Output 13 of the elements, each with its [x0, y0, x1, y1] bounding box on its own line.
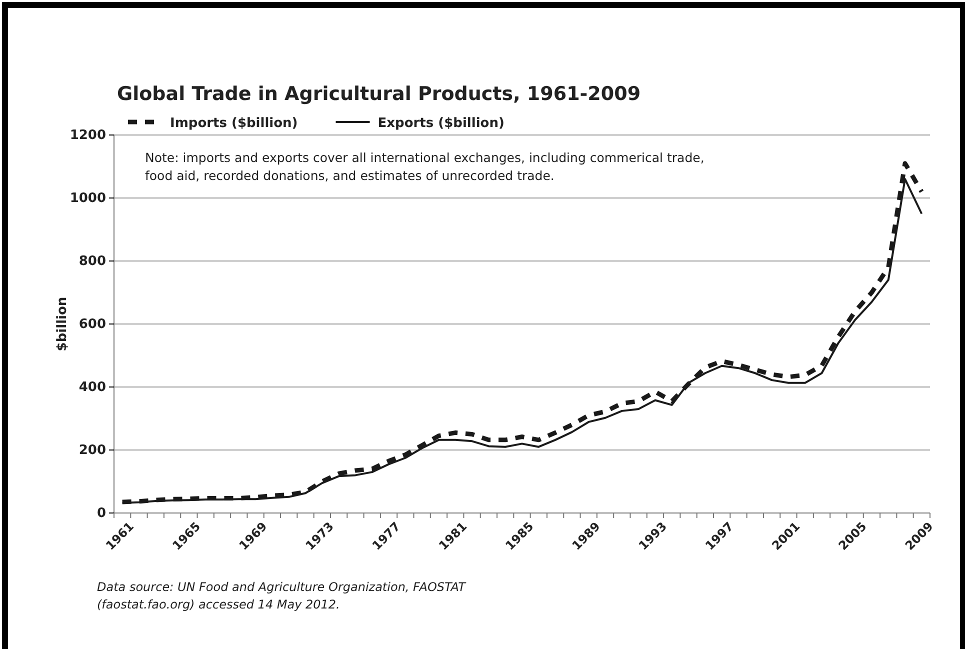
y-tick-label: 400: [78, 380, 106, 396]
y-tick-label: 0: [96, 506, 106, 522]
legend-label: Exports ($billion): [378, 116, 504, 131]
y-tick-label: 800: [78, 254, 106, 270]
annotation: Note: imports and exports cover all international exchanges, including commerical trade, food aid, recorded donations, and estimates of unrecorded trade.: [145, 150, 704, 184]
chart-title: Global Trade in Agricultural Products, 1961-2009: [117, 83, 641, 105]
y-tick-label: 200: [78, 443, 106, 458]
y-tick-label: 600: [78, 317, 106, 332]
legend-label: Imports ($billion): [170, 116, 298, 131]
source-note: Data source: UN Food and Agriculture Organization, FAOSTAT (faostat.fao.org) accessed 14 May 2012.: [97, 580, 468, 612]
y-tick-label: 1200: [70, 128, 106, 144]
y-tick-label: 1000: [70, 191, 106, 206]
y-axis-title: $billion: [55, 296, 70, 352]
